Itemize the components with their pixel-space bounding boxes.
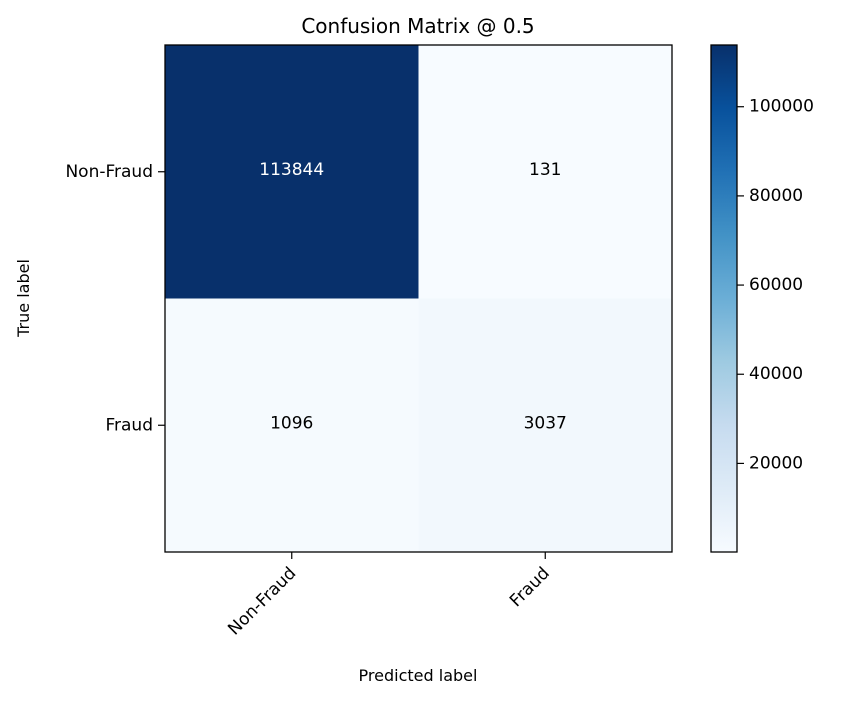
colorbar-tick-label: 20000 — [749, 453, 803, 473]
cell-value-label: 113844 — [259, 160, 324, 180]
plot-frame — [164, 44, 673, 553]
x-tick-label: Fraud — [506, 563, 554, 611]
colorbar — [710, 44, 738, 553]
heatmap-cell — [418, 45, 673, 299]
chart-title: Confusion Matrix @ 0.5 — [301, 14, 534, 38]
heatmap-cell — [418, 298, 673, 553]
heatmap-cell-labels: 113844 131 1096 3037 — [259, 160, 567, 434]
x-tick-label: Non-Fraud — [224, 563, 300, 639]
y-tick-label: Non-Fraud — [65, 162, 153, 182]
x-axis-label: Predicted label — [359, 666, 478, 685]
x-axis: Non-Fraud Fraud — [224, 552, 554, 639]
y-tick-label: Fraud — [105, 415, 153, 435]
heatmap-cells — [165, 45, 673, 553]
colorbar-axis: 20000 40000 60000 80000 100000 — [737, 97, 814, 473]
colorbar-tick-label: 60000 — [749, 275, 803, 295]
cell-value-label: 1096 — [270, 413, 313, 433]
heatmap-cell — [165, 298, 419, 553]
y-axis: Non-Fraud Fraud — [65, 162, 165, 435]
colorbar-tick-label: 40000 — [749, 364, 803, 384]
y-axis-label: True label — [14, 259, 33, 338]
cell-value-label: 131 — [529, 160, 561, 180]
colorbar-tick-label: 100000 — [749, 97, 814, 117]
cell-value-label: 3037 — [524, 413, 567, 433]
heatmap-cell — [165, 45, 419, 299]
colorbar-tick-label: 80000 — [749, 186, 803, 206]
